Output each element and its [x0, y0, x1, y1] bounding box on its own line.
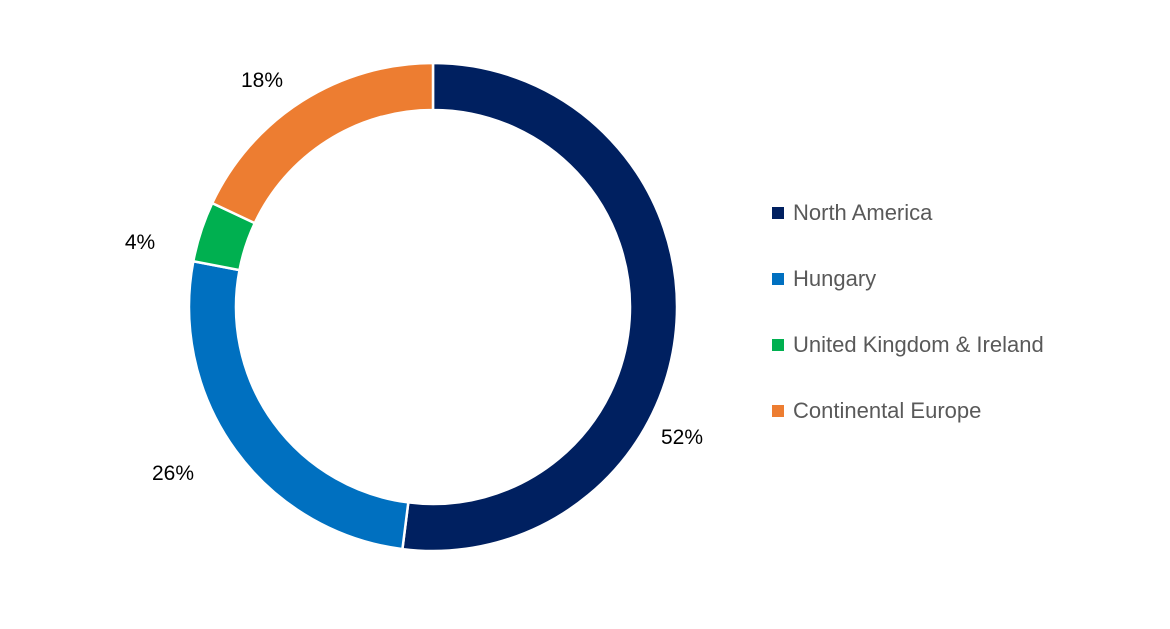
donut-slice-continental-europe — [210, 61, 435, 225]
data-label: 18% — [241, 69, 283, 92]
legend-swatch — [772, 206, 784, 219]
legend-label: Continental Europe — [793, 397, 982, 423]
legend-item-hungary: Hungary — [772, 262, 1044, 295]
legend-label: United Kingdom & Ireland — [793, 331, 1044, 357]
data-label: 4% — [125, 231, 155, 254]
legend: North America Hungary United Kingdom & I… — [772, 196, 1044, 460]
legend-swatch — [772, 272, 784, 285]
donut-slice-north-america — [401, 61, 679, 553]
legend-item-uk-ireland: United Kingdom & Ireland — [772, 328, 1044, 361]
legend-swatch — [772, 338, 784, 351]
legend-item-north-america: North America — [772, 196, 1044, 229]
legend-label: North America — [793, 199, 933, 225]
legend-item-continental-europe: Continental Europe — [772, 394, 1044, 427]
donut-slice-hungary — [187, 259, 410, 551]
data-label: 52% — [661, 426, 703, 449]
legend-swatch — [772, 404, 784, 417]
legend-label: Hungary — [793, 265, 877, 291]
data-label: 26% — [152, 462, 194, 485]
